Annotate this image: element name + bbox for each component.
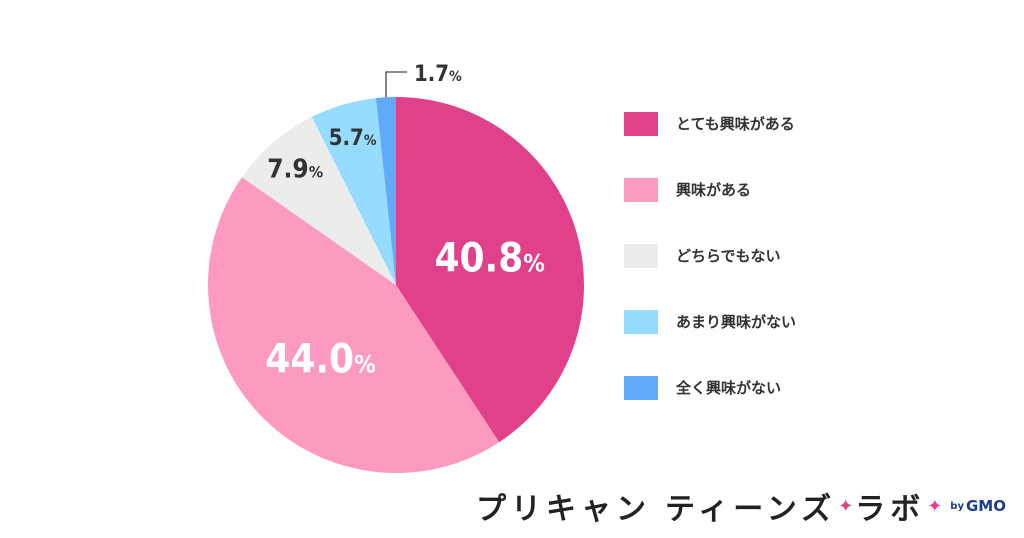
legend-label: とても興味がある bbox=[676, 115, 795, 133]
slice-value-label: 5.7% bbox=[329, 126, 377, 151]
star-icon: ✦ bbox=[838, 495, 854, 517]
slice-value-number: 7.9 bbox=[267, 155, 308, 185]
legend-swatch bbox=[624, 178, 658, 202]
legend-item: あまり興味がない bbox=[624, 310, 796, 376]
slice-value-number: 44.0 bbox=[265, 337, 354, 383]
legend-label: 全く興味がない bbox=[676, 379, 782, 397]
pie-slices bbox=[207, 97, 585, 474]
gmo-logo: GMO bbox=[965, 497, 1006, 515]
pie-slice bbox=[207, 177, 500, 474]
legend-label: 興味がある bbox=[676, 181, 752, 199]
legend-label: あまり興味がない bbox=[676, 313, 797, 331]
logo-text-teens: ティーンズ bbox=[665, 492, 837, 527]
pie-labels: 40.8%44.0%7.9%5.7%1.7% bbox=[265, 62, 545, 383]
legend-label: どちらでもない bbox=[676, 247, 781, 265]
brand-logo: プリキャン ティーンズ ✦ ラボ ✦ by GMO bbox=[476, 484, 1006, 528]
pie-slice bbox=[375, 97, 396, 285]
logo-by: by bbox=[950, 500, 964, 512]
pie-slice bbox=[241, 116, 396, 285]
logo-text-labo: ラボ bbox=[855, 492, 926, 527]
slice-value-unit: % bbox=[309, 163, 323, 182]
slice-value-label: 7.9% bbox=[267, 155, 323, 185]
chart-legend: とても興味がある 興味がある どちらでもない あまり興味がない 全く興味がない bbox=[624, 112, 796, 442]
slice-value-number: 1.7 bbox=[414, 62, 449, 87]
logo-text-prican: プリキャン bbox=[476, 492, 651, 527]
legend-item: とても興味がある bbox=[624, 112, 796, 178]
slice-value-number: 5.7 bbox=[329, 126, 364, 151]
legend-item: 全く興味がない bbox=[624, 376, 796, 442]
legend-swatch bbox=[624, 112, 658, 136]
star-icon: ✦ bbox=[927, 495, 943, 517]
slice-value-unit: % bbox=[364, 133, 377, 149]
slice-value-label: 40.8% bbox=[434, 235, 544, 281]
legend-item: 興味がある bbox=[624, 178, 796, 244]
slice-value-label: 1.7% bbox=[414, 62, 462, 87]
legend-swatch bbox=[624, 376, 658, 400]
legend-swatch bbox=[624, 310, 658, 334]
slice-value-unit: % bbox=[354, 351, 376, 379]
slice-value-unit: % bbox=[449, 69, 462, 85]
leader-line bbox=[385, 71, 407, 98]
pie-slice bbox=[396, 97, 585, 443]
pie-slice bbox=[311, 98, 396, 285]
slice-value-label: 44.0% bbox=[265, 337, 375, 383]
legend-swatch bbox=[624, 244, 658, 268]
slice-value-number: 40.8 bbox=[434, 235, 523, 281]
legend-item: どちらでもない bbox=[624, 244, 796, 310]
slice-value-unit: % bbox=[523, 249, 545, 277]
